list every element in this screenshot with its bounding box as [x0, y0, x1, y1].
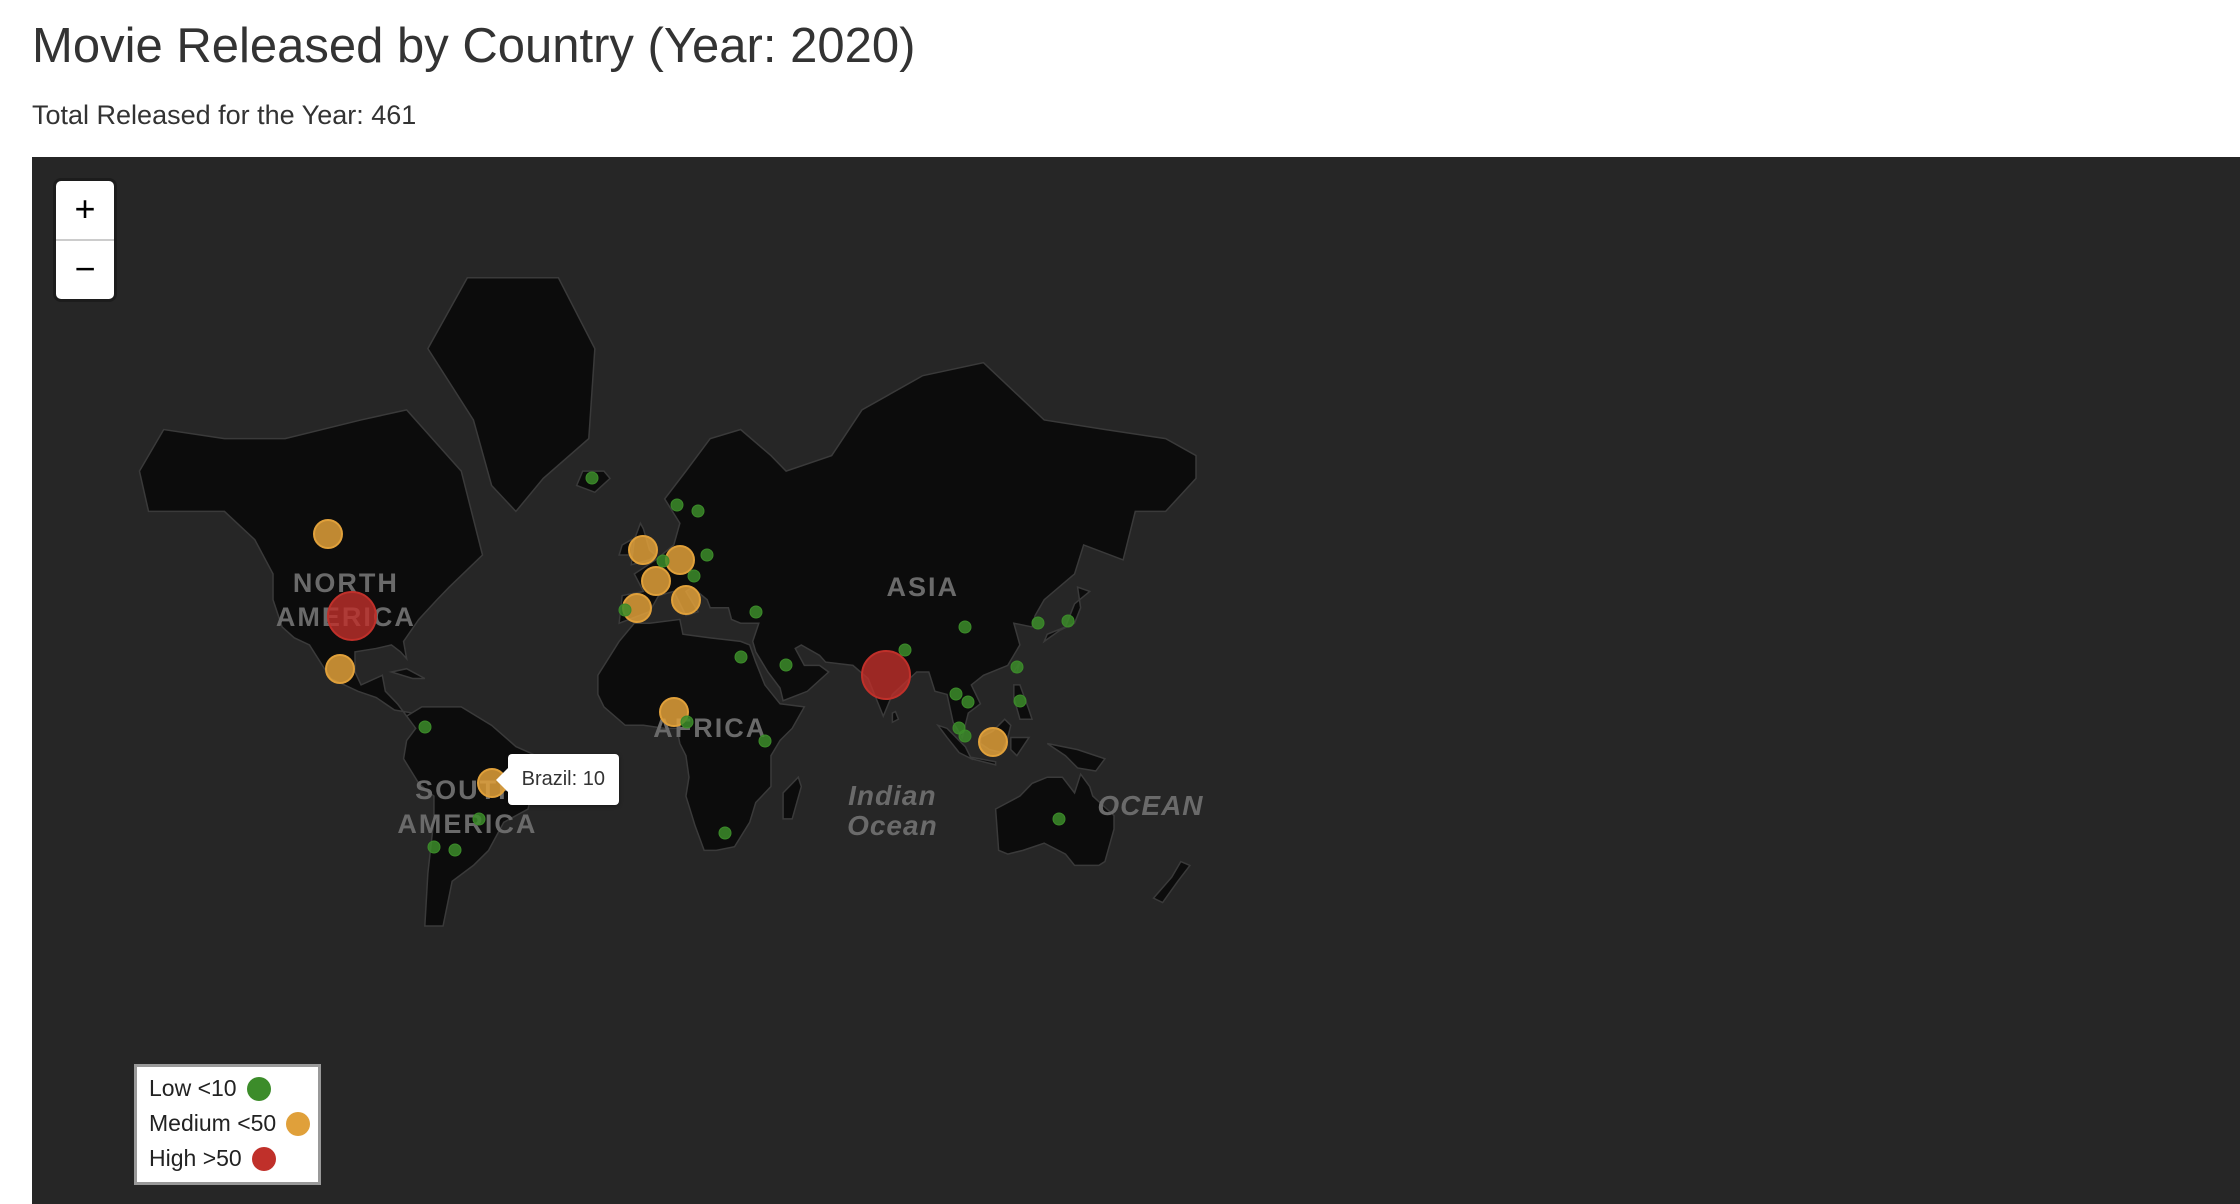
- marker-australia[interactable]: [1052, 812, 1066, 826]
- marker-uruguay[interactable]: [472, 812, 486, 826]
- marker-germany[interactable]: [664, 544, 695, 575]
- marker-nepal[interactable]: [898, 643, 912, 657]
- legend-label-low: Low <10: [149, 1075, 237, 1101]
- landmass-15: [782, 775, 803, 820]
- landmass-4: [597, 618, 806, 852]
- page-title: Movie Released by Country (Year: 2020): [32, 19, 916, 73]
- zoom-control: + −: [56, 181, 114, 299]
- marker-italy[interactable]: [670, 584, 701, 615]
- marker-egypt[interactable]: [734, 650, 748, 664]
- zoom-in-button[interactable]: +: [56, 181, 114, 241]
- total-released-text: Total Released for the Year: 461: [32, 100, 417, 130]
- landmass-0: [138, 409, 484, 718]
- landmass-1: [426, 276, 596, 513]
- marker-france[interactable]: [640, 565, 671, 596]
- landmass-20: [891, 710, 900, 724]
- marker-indonesia[interactable]: [977, 727, 1008, 758]
- legend: Low <10 Medium <50 High >50: [134, 1064, 322, 1185]
- map-tiles[interactable]: [32, 157, 2240, 1204]
- marker-thailand[interactable]: [949, 687, 963, 701]
- legend-label-medium: Medium <50: [149, 1110, 277, 1136]
- marker-sweden[interactable]: [691, 504, 705, 518]
- region-label-asia: ASIA: [886, 572, 960, 603]
- ocean-background: [32, 157, 2240, 1204]
- marker-colombia[interactable]: [418, 720, 432, 734]
- red-dot-icon: [251, 1146, 276, 1171]
- orange-dot-icon: [286, 1111, 311, 1136]
- marker-united-kingdom[interactable]: [628, 535, 659, 566]
- marker-cameroon[interactable]: [680, 715, 694, 729]
- marker-japan[interactable]: [1061, 614, 1075, 628]
- marker-norway[interactable]: [670, 498, 684, 512]
- marker-taiwan[interactable]: [1010, 660, 1024, 674]
- marker-portugal[interactable]: [618, 603, 632, 617]
- world-map[interactable]: NORTH AMERICAASIAAFRICASOUTH AMERICAIndi…: [32, 157, 2240, 1204]
- marker-chile[interactable]: [427, 840, 441, 854]
- marker-india[interactable]: [861, 650, 912, 701]
- marker-canada[interactable]: [312, 519, 343, 550]
- legend-item-high: High >50: [149, 1141, 310, 1176]
- legend-label-high: High >50: [149, 1145, 242, 1171]
- marker-mexico[interactable]: [324, 653, 355, 684]
- marker-singapore[interactable]: [958, 729, 972, 743]
- marker-cambodia[interactable]: [961, 695, 975, 709]
- landmass-7: [970, 756, 997, 766]
- tooltip-text: Brazil: 10: [521, 768, 605, 791]
- landmass-16: [1152, 860, 1192, 904]
- marker-belgium[interactable]: [656, 554, 670, 568]
- marker-china[interactable]: [958, 620, 972, 634]
- ocean-label-ocean: OCEAN: [1097, 789, 1204, 821]
- ocean-label-indian-ocean: Indian Ocean: [847, 780, 938, 842]
- zoom-out-button[interactable]: −: [74, 248, 96, 289]
- marker-philippines[interactable]: [1013, 694, 1027, 708]
- marker-kenya[interactable]: [758, 734, 772, 747]
- marker-united-states[interactable]: [326, 590, 377, 641]
- marker-iceland[interactable]: [585, 471, 599, 485]
- marker-saudi-arabia[interactable]: [779, 658, 793, 672]
- landmass-19: [388, 667, 426, 680]
- marker-argentina[interactable]: [448, 843, 462, 857]
- green-dot-icon: [246, 1076, 271, 1101]
- marker-poland[interactable]: [700, 548, 714, 562]
- landmass-10: [1046, 742, 1107, 772]
- legend-item-medium: Medium <50: [149, 1106, 311, 1141]
- marker-south-africa[interactable]: [718, 826, 732, 840]
- marker-south-korea[interactable]: [1031, 616, 1044, 630]
- marker-tooltip: Brazil: 10: [495, 754, 619, 806]
- marker-austria[interactable]: [687, 569, 701, 583]
- marker-turkey[interactable]: [749, 605, 763, 619]
- legend-item-low: Low <10: [149, 1071, 310, 1106]
- landmass-9: [1010, 736, 1031, 757]
